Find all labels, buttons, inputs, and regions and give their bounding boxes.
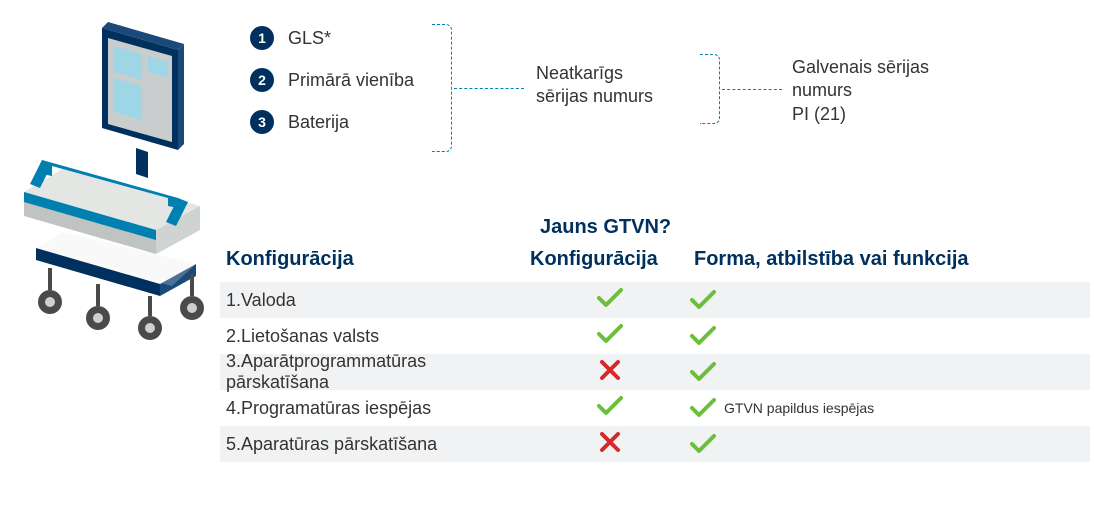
dash-1 (454, 88, 524, 89)
table-row: 4.Programatūras iespējas GTVN papildus ie… (220, 390, 1090, 426)
row-form-mark (690, 289, 1000, 311)
row-config-mark (530, 431, 690, 458)
row-config-mark (530, 359, 690, 386)
row-config-mark (530, 323, 690, 350)
annotation-main-serial: Galvenais sērijasnumursPI (21) (792, 56, 929, 126)
row-label: 4.Programatūras iespējas (220, 398, 530, 419)
col-header-1: Konfigurācija (226, 248, 354, 271)
item-label: Baterija (288, 112, 349, 133)
item-label: Primārā vienība (288, 70, 414, 91)
row-form-mark: GTVN papildus iespējas (690, 397, 1000, 419)
row-note: GTVN papildus iespējas (724, 400, 874, 416)
col-header-3: Forma, atbilstība vai funkcija (694, 248, 969, 271)
table-row: 1.Valoda (220, 282, 1090, 318)
item-row: 3 Baterija (250, 110, 349, 134)
bracket-2 (700, 54, 720, 124)
item-label: GLS* (288, 28, 331, 49)
row-config-mark (530, 287, 690, 314)
device-illustration (24, 20, 224, 340)
table-header-group: Jauns GTVN? (540, 216, 671, 239)
item-number-badge: 2 (250, 68, 274, 92)
item-number-badge: 1 (250, 26, 274, 50)
check-icon (690, 397, 716, 419)
check-icon (690, 361, 716, 383)
cross-icon (599, 359, 621, 381)
annotation-independent-serial: Neatkarīgssērijas numurs (536, 62, 653, 109)
row-form-mark (690, 325, 1000, 347)
row-label: 1.Valoda (220, 290, 530, 311)
dash-2 (722, 89, 782, 90)
row-label: 5.Aparatūras pārskatīšana (220, 434, 530, 455)
table-row: 3.Aparātprogrammatūras pārskatīšana (220, 354, 1090, 390)
check-icon (597, 323, 623, 345)
item-row: 1 GLS* (250, 26, 331, 50)
check-icon (690, 289, 716, 311)
check-icon (690, 325, 716, 347)
row-label: 2.Lietošanas valsts (220, 326, 530, 347)
row-label: 3.Aparātprogrammatūras pārskatīšana (220, 351, 530, 393)
row-form-mark (690, 361, 1000, 383)
check-icon (597, 287, 623, 309)
table-body: 1.Valoda 2.Lietošanas valsts 3.Aparātprogr… (220, 282, 1090, 462)
item-number-badge: 3 (250, 110, 274, 134)
bracket-1 (432, 24, 452, 152)
table-row: 5.Aparatūras pārskatīšana (220, 426, 1090, 462)
col-header-2: Konfigurācija (530, 248, 658, 271)
table-row: 2.Lietošanas valsts (220, 318, 1090, 354)
row-config-mark (530, 395, 690, 422)
check-icon (597, 395, 623, 417)
check-icon (690, 433, 716, 455)
item-row: 2 Primārā vienība (250, 68, 414, 92)
cross-icon (599, 431, 621, 453)
row-form-mark (690, 433, 1000, 455)
